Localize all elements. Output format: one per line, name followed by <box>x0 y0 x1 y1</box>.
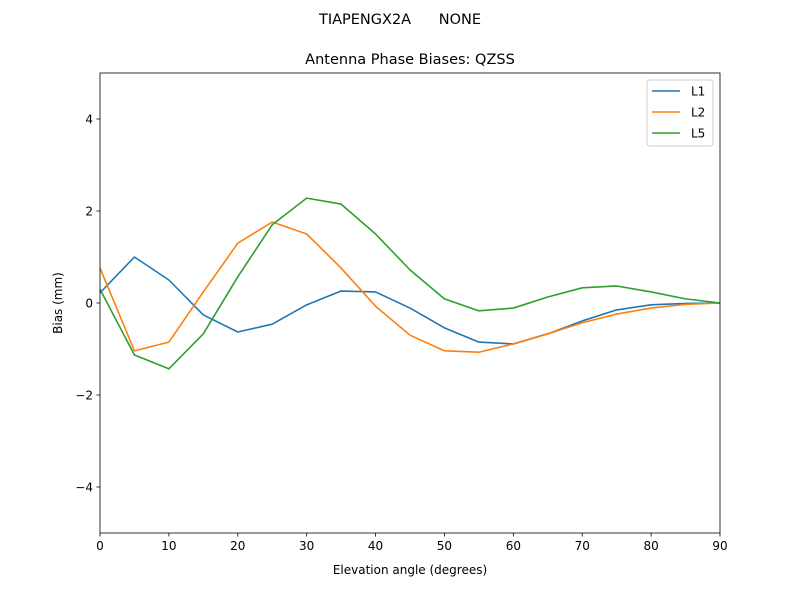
x-tick-label: 10 <box>161 539 176 553</box>
y-tick-label: 2 <box>85 205 93 219</box>
x-tick-label: 20 <box>230 539 245 553</box>
x-tick-label: 0 <box>96 539 104 553</box>
legend-box <box>646 79 714 147</box>
legend-label: L5 <box>691 127 705 141</box>
series-line-L1 <box>99 256 721 345</box>
chart-title: Antenna Phase Biases: QZSS <box>305 52 515 68</box>
suptitle: TIAPENGX2A NONE <box>318 12 481 28</box>
y-tick-label: −4 <box>75 481 93 495</box>
y-tick-label: 0 <box>85 297 93 311</box>
y-axis-label: Bias (mm) <box>51 272 65 334</box>
y-tick-label: −2 <box>75 389 93 403</box>
axes-frame <box>99 72 721 534</box>
legend-label: L2 <box>691 106 705 120</box>
x-tick-label: 70 <box>575 539 590 553</box>
series-line-L5 <box>99 197 721 370</box>
x-axis-label: Elevation angle (degrees) <box>333 563 487 577</box>
legend-label: L1 <box>691 85 705 99</box>
series-line-L2 <box>99 221 721 354</box>
x-tick-label: 50 <box>437 539 452 553</box>
x-tick-label: 90 <box>712 539 727 553</box>
x-tick-label: 40 <box>368 539 383 553</box>
y-tick-label: 4 <box>85 113 93 127</box>
x-tick-label: 30 <box>299 539 314 553</box>
x-tick-label: 80 <box>643 539 658 553</box>
legend: L1 L2 L5 <box>646 79 714 147</box>
x-tick-label: 60 <box>506 539 521 553</box>
